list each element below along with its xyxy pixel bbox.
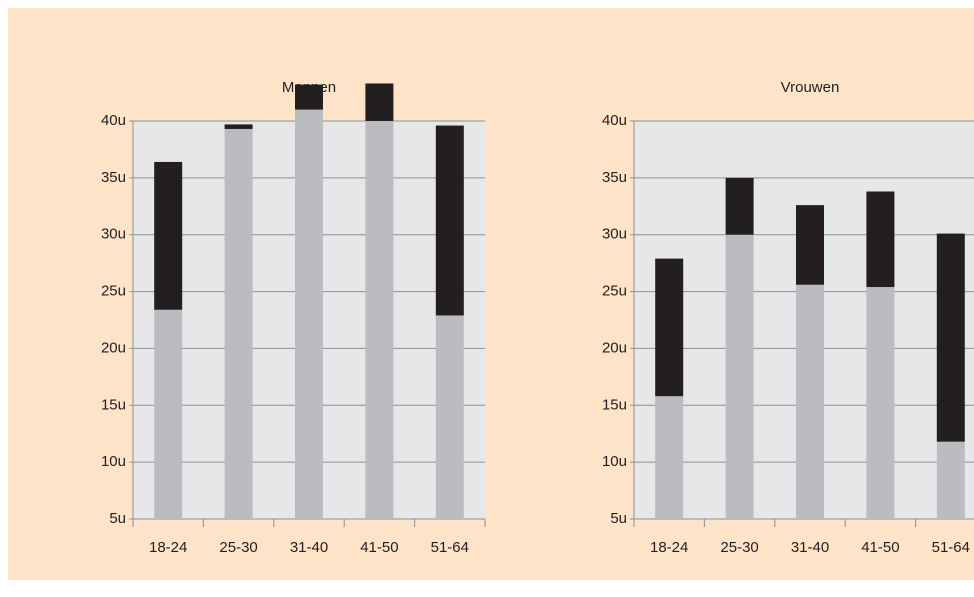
y-tick-label: 30u: [602, 226, 627, 243]
bar-segment: [655, 258, 684, 397]
bar-segment: [655, 396, 684, 519]
bar-segment: [224, 128, 253, 519]
bar-segment: [796, 284, 824, 519]
bar-segment: [224, 124, 253, 129]
y-tick-label: 35u: [602, 169, 627, 186]
bar-segment: [796, 205, 824, 285]
bar-segment: [866, 191, 895, 288]
chart-title: Vrouwen: [781, 79, 840, 96]
x-tick-label: 51-64: [932, 539, 970, 556]
bar-segment: [154, 161, 183, 310]
x-tick-label: 18-24: [149, 539, 187, 556]
bar-segment: [295, 84, 323, 110]
x-tick-label: 31-40: [290, 539, 328, 556]
x-tick-label: 41-50: [360, 539, 398, 556]
y-tick-label: 20u: [602, 339, 627, 356]
y-tick-label: 5u: [109, 510, 126, 527]
bar-segment: [725, 177, 754, 235]
bar-segment: [365, 121, 394, 519]
y-tick-label: 5u: [610, 510, 627, 527]
y-tick-label: 40u: [602, 112, 627, 129]
y-tick-label: 15u: [101, 396, 126, 413]
x-tick-label: 25-30: [219, 539, 257, 556]
y-tick-label: 10u: [602, 453, 627, 470]
y-tick-label: 35u: [101, 169, 126, 186]
bar-segment: [365, 83, 394, 121]
bar-segment: [936, 233, 965, 442]
bar-segment: [936, 441, 965, 519]
y-tick-label: 40u: [101, 112, 126, 129]
x-tick-label: 51-64: [431, 539, 469, 556]
x-tick-label: 25-30: [720, 539, 758, 556]
y-tick-label: 30u: [101, 226, 126, 243]
bar-segment: [725, 234, 754, 519]
y-tick-label: 20u: [101, 339, 126, 356]
x-tick-label: 18-24: [650, 539, 688, 556]
bar-segment: [295, 109, 323, 519]
x-tick-label: 31-40: [791, 539, 829, 556]
bar-segment: [435, 315, 464, 519]
y-tick-label: 10u: [101, 453, 126, 470]
bar-segment: [435, 125, 464, 316]
y-tick-label: 25u: [602, 283, 627, 300]
y-tick-label: 15u: [602, 396, 627, 413]
y-tick-label: 25u: [101, 283, 126, 300]
x-tick-label: 41-50: [861, 539, 899, 556]
bar-segment: [154, 309, 183, 519]
bar-segment: [866, 287, 895, 519]
